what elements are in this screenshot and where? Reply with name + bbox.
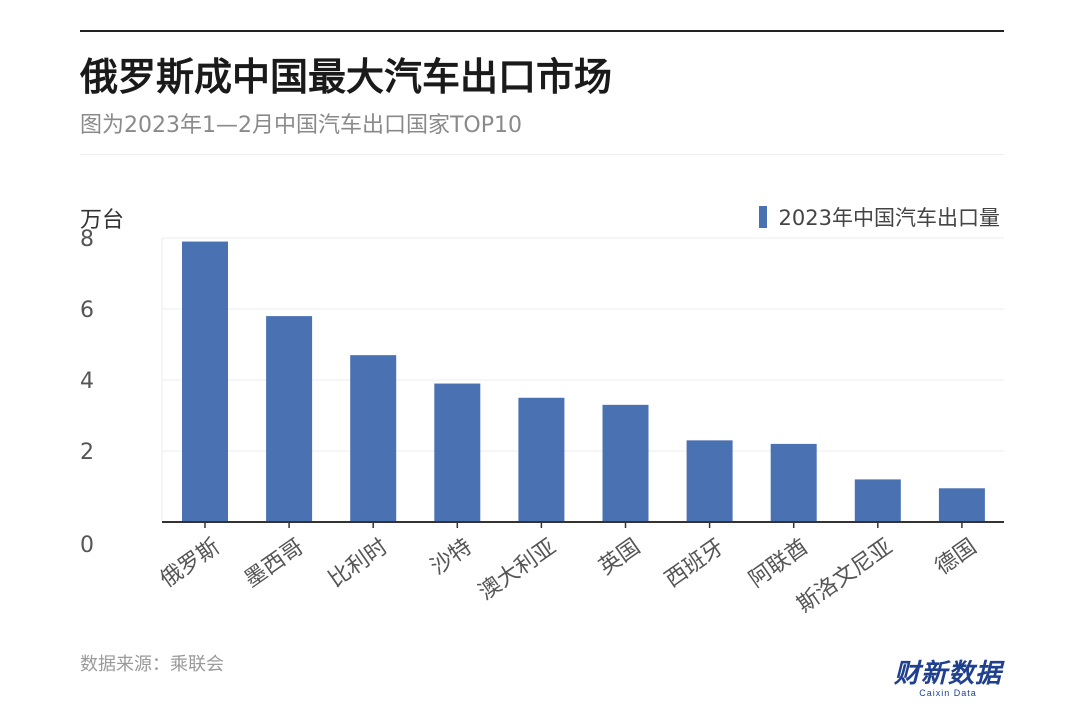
y-axis-unit-label: 万台 bbox=[80, 208, 125, 233]
x-category-label: 英国 bbox=[595, 534, 645, 580]
x-category-label: 沙特 bbox=[426, 534, 476, 580]
x-category-label: 德国 bbox=[931, 534, 981, 580]
x-category-label: 俄罗斯 bbox=[156, 534, 224, 592]
legend: 2023年中国汽车出口量 bbox=[758, 202, 1000, 232]
bar bbox=[434, 383, 481, 522]
caixin-data-logo: 财新数据 Caixin Data bbox=[894, 660, 1002, 698]
y-tick-label: 6 bbox=[80, 298, 94, 323]
y-tick-label: 4 bbox=[80, 369, 94, 394]
subtitle-divider bbox=[80, 154, 1004, 155]
bar bbox=[350, 355, 397, 522]
bar bbox=[854, 479, 901, 522]
chart-subtitle: 图为2023年1—2月中国汽车出口国家TOP10 bbox=[80, 113, 522, 138]
legend-swatch bbox=[758, 206, 767, 228]
logo-text: 财新数据 bbox=[893, 659, 1002, 689]
bar bbox=[182, 241, 228, 523]
chart-title: 俄罗斯成中国最大汽车出口市场 bbox=[80, 55, 613, 99]
logo-subtext: Caixin Data bbox=[919, 688, 977, 698]
x-category-label: 澳大利亚 bbox=[474, 534, 560, 605]
y-tick-label: 8 bbox=[80, 227, 94, 252]
bar bbox=[938, 488, 985, 522]
y-tick-label: 2 bbox=[80, 440, 94, 465]
data-source: 数据来源：乘联会 bbox=[80, 654, 224, 675]
x-category-label: 墨西哥 bbox=[240, 534, 308, 592]
bar bbox=[686, 440, 733, 522]
bar bbox=[770, 443, 817, 522]
top-divider bbox=[80, 30, 1004, 32]
x-category-label: 阿联酋 bbox=[745, 534, 813, 592]
bar bbox=[602, 404, 649, 522]
x-category-label: 比利时 bbox=[324, 534, 392, 592]
x-category-label: 斯洛文尼亚 bbox=[793, 534, 897, 618]
bar bbox=[266, 316, 313, 522]
bar bbox=[518, 397, 565, 522]
y-tick-label: 0 bbox=[80, 533, 94, 558]
legend-label: 2023年中国汽车出口量 bbox=[778, 206, 1000, 230]
x-category-label: 西班牙 bbox=[661, 534, 729, 592]
